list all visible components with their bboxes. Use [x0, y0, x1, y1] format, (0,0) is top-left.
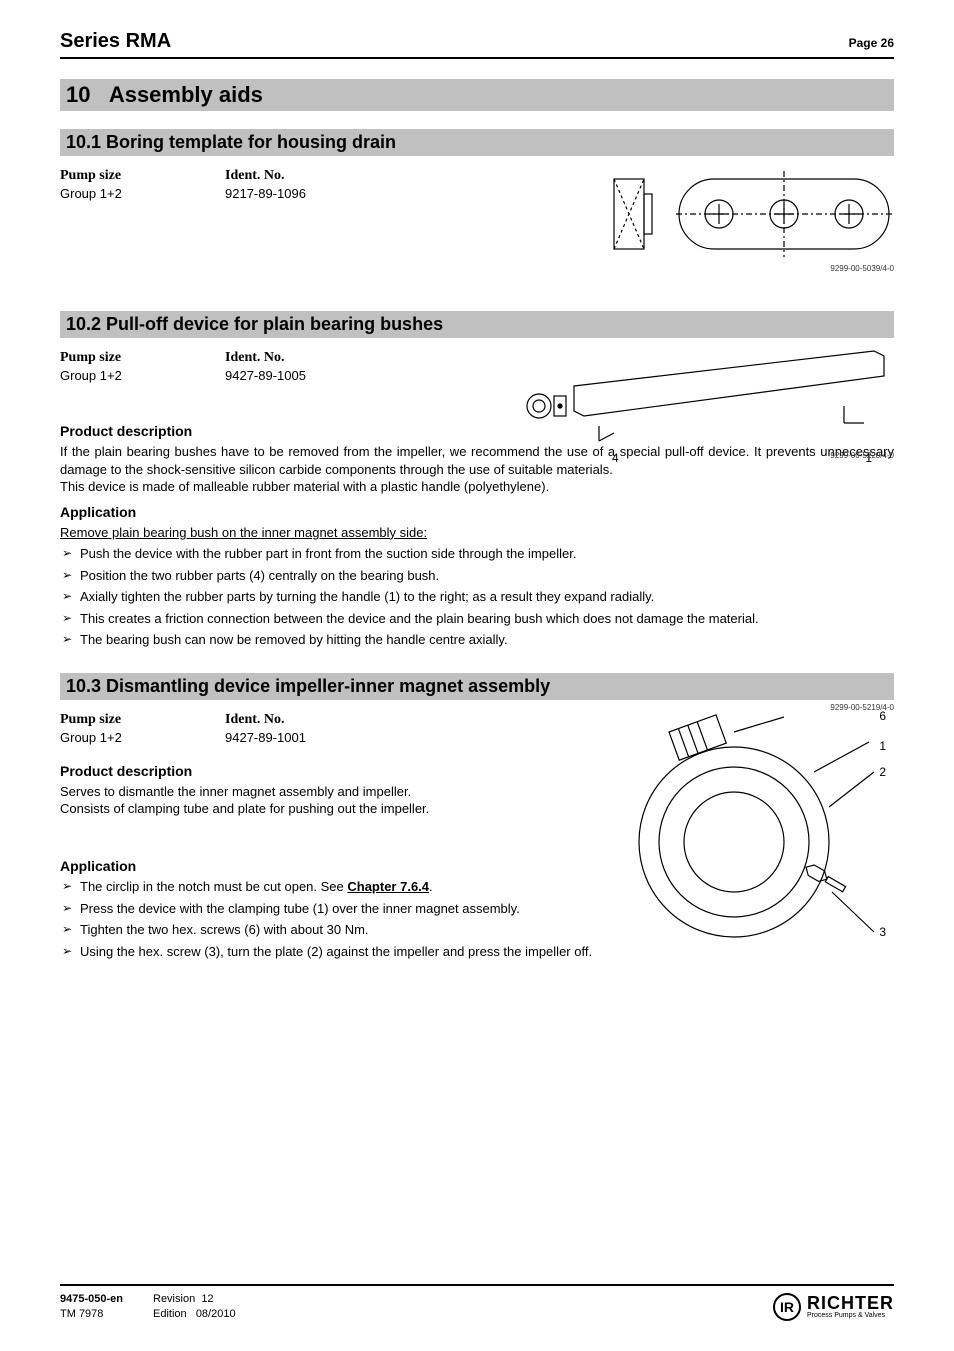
section-10-heading: 10 Assembly aids: [60, 79, 894, 111]
footer-left: 9475-050-en TM 7978 Revision 12 Edition …: [60, 1292, 236, 1321]
pump-size-value: Group 1+2: [60, 730, 225, 745]
callout-6: 6: [879, 709, 886, 723]
dismantling-device-icon: [614, 712, 894, 952]
ident-no-value: 9427-89-1005: [225, 368, 445, 383]
list-item: Position the two rubber parts (4) centra…: [60, 567, 894, 585]
application-steps: Push the device with the rubber part in …: [60, 545, 894, 649]
doc-number: 9475-050-en: [60, 1292, 123, 1306]
boring-template-icon: [604, 164, 894, 264]
page-number: Page 26: [849, 36, 894, 50]
application-heading: Application: [60, 504, 894, 520]
pump-size-label: Pump size: [60, 168, 225, 184]
ident-no-label: Ident. No.: [225, 712, 445, 728]
chapter-link[interactable]: Chapter 7.6.4: [347, 879, 429, 894]
ident-no-label: Ident. No.: [225, 168, 445, 184]
section-10-title: Assembly aids: [109, 82, 263, 107]
pump-size-label: Pump size: [60, 350, 225, 366]
tm-number: TM 7978: [60, 1307, 123, 1321]
logo-tagline: Process Pumps & Valves: [807, 1312, 894, 1319]
pump-size-label: Pump size: [60, 712, 225, 728]
callout-2: 2: [879, 765, 886, 779]
edition: Edition 08/2010: [153, 1307, 236, 1321]
ident-no-value: 9427-89-1001: [225, 730, 445, 745]
ident-no-value: 9217-89-1096: [225, 186, 445, 201]
pulloff-device-diagram: 4 1 9299-00-5220/4-0: [514, 341, 894, 460]
pulloff-device-icon: [524, 341, 894, 451]
page-footer: 9475-050-en TM 7978 Revision 12 Edition …: [60, 1284, 894, 1321]
callout-3: 3: [879, 925, 886, 939]
drawing-number: 9299-00-5039/4-0: [830, 264, 894, 273]
section-103-heading: 10.3 Dismantling device impeller-inner m…: [60, 673, 894, 700]
list-item: Push the device with the rubber part in …: [60, 545, 894, 563]
body-text: This device is made of malleable rubber …: [60, 478, 894, 496]
callout-4: 4: [612, 451, 619, 465]
dismantling-device-diagram: 9299-00-5219/4-0 6 1 2: [614, 703, 894, 952]
page-header: Series RMA Page 26: [60, 30, 894, 59]
list-item: The bearing bush can now be removed by h…: [60, 631, 894, 649]
section-101-heading: 10.1 Boring template for housing drain: [60, 129, 894, 156]
list-item: This creates a friction connection betwe…: [60, 610, 894, 628]
callout-1: 1: [879, 739, 886, 753]
company-logo: IR RICHTER Process Pumps & Valves: [773, 1293, 894, 1321]
logo-mark-icon: IR: [773, 1293, 801, 1321]
list-item: Axially tighten the rubber parts by turn…: [60, 588, 894, 606]
ident-no-label: Ident. No.: [225, 350, 445, 366]
revision: Revision 12: [153, 1292, 236, 1306]
section-10-number: 10: [66, 82, 90, 107]
section-102-heading: 10.2 Pull-off device for plain bearing b…: [60, 311, 894, 338]
pump-size-value: Group 1+2: [60, 186, 225, 201]
pump-size-value: Group 1+2: [60, 368, 225, 383]
step-text: The circlip in the notch must be cut ope…: [80, 879, 347, 894]
logo-name: RICHTER: [807, 1294, 894, 1312]
series-title: Series RMA: [60, 30, 171, 53]
step-intro: Remove plain bearing bush on the inner m…: [60, 524, 894, 542]
drawing-number: 9299-00-5220/4-0: [830, 451, 894, 460]
boring-template-diagram: 9299-00-5039/4-0: [584, 164, 894, 273]
